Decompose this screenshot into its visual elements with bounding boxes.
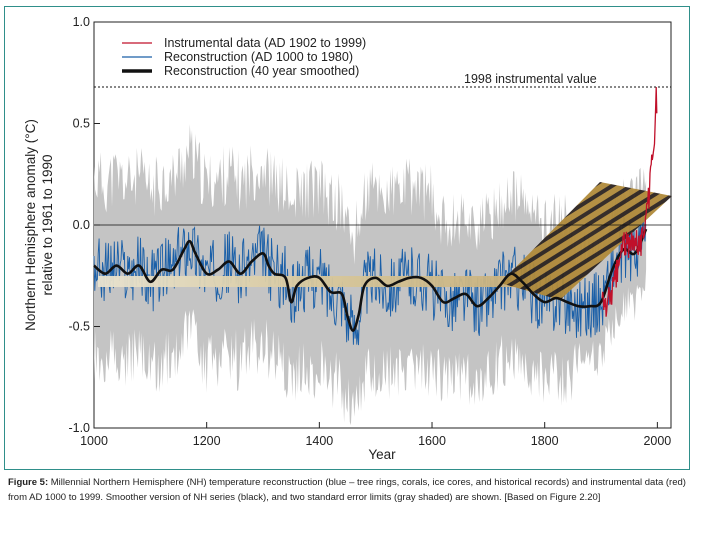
y-axis: 1.0 0.5 0.0 -0.5 -1.0 (68, 15, 100, 435)
legend-label-smoothed: Reconstruction (40 year smoothed) (164, 64, 359, 78)
y-tick-label: -1.0 (68, 421, 90, 435)
caption-label: Figure 5: (8, 477, 49, 488)
y-tick-label: 1.0 (73, 15, 90, 29)
reference-line-label: 1998 instrumental value (464, 72, 597, 86)
temperature-chart: 1998 instrumental value 1.0 0.5 0.0 -0.5 -1.… (23, 15, 672, 462)
x-tick-label: 1600 (418, 434, 446, 448)
annual-reconstruction-line (93, 209, 647, 346)
legend-label-instrumental: Instrumental data (AD 1902 to 1999) (164, 36, 366, 50)
legend: Instrumental data (AD 1902 to 1999) Reco… (122, 36, 366, 78)
y-tick-label: -0.5 (68, 320, 90, 334)
y-tick-label: 0.5 (73, 117, 90, 131)
caption-text: Millennial Northern Hemisphere (NH) temp… (8, 477, 686, 503)
x-tick-label: 2000 (643, 434, 671, 448)
uncertainty-band (94, 124, 647, 426)
y-axis-label-line2: relative to 1961 to 1990 (40, 154, 55, 295)
x-axis-label: Year (368, 447, 396, 462)
x-tick-label: 1000 (80, 434, 108, 448)
smoothed-reconstruction-line (93, 228, 648, 332)
overlay-stripe (98, 182, 672, 300)
x-tick-label: 1800 (531, 434, 559, 448)
legend-label-reconstruction: Reconstruction (AD 1000 to 1980) (164, 50, 353, 64)
instrumental-data-line (601, 86, 658, 317)
figure-caption: Figure 5: Millennial Northern Hemisphere… (8, 475, 694, 505)
y-axis-label-line1: Northern Hemisphere anomaly (°C) (23, 119, 38, 331)
x-axis: 1000 1200 1400 1600 1800 2000 (80, 422, 671, 448)
y-tick-label: 0.0 (73, 218, 90, 232)
x-tick-label: 1400 (305, 434, 333, 448)
x-tick-label: 1200 (193, 434, 221, 448)
